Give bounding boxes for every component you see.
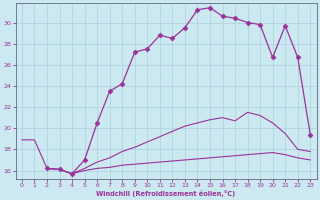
X-axis label: Windchill (Refroidissement éolien,°C): Windchill (Refroidissement éolien,°C): [96, 190, 236, 197]
